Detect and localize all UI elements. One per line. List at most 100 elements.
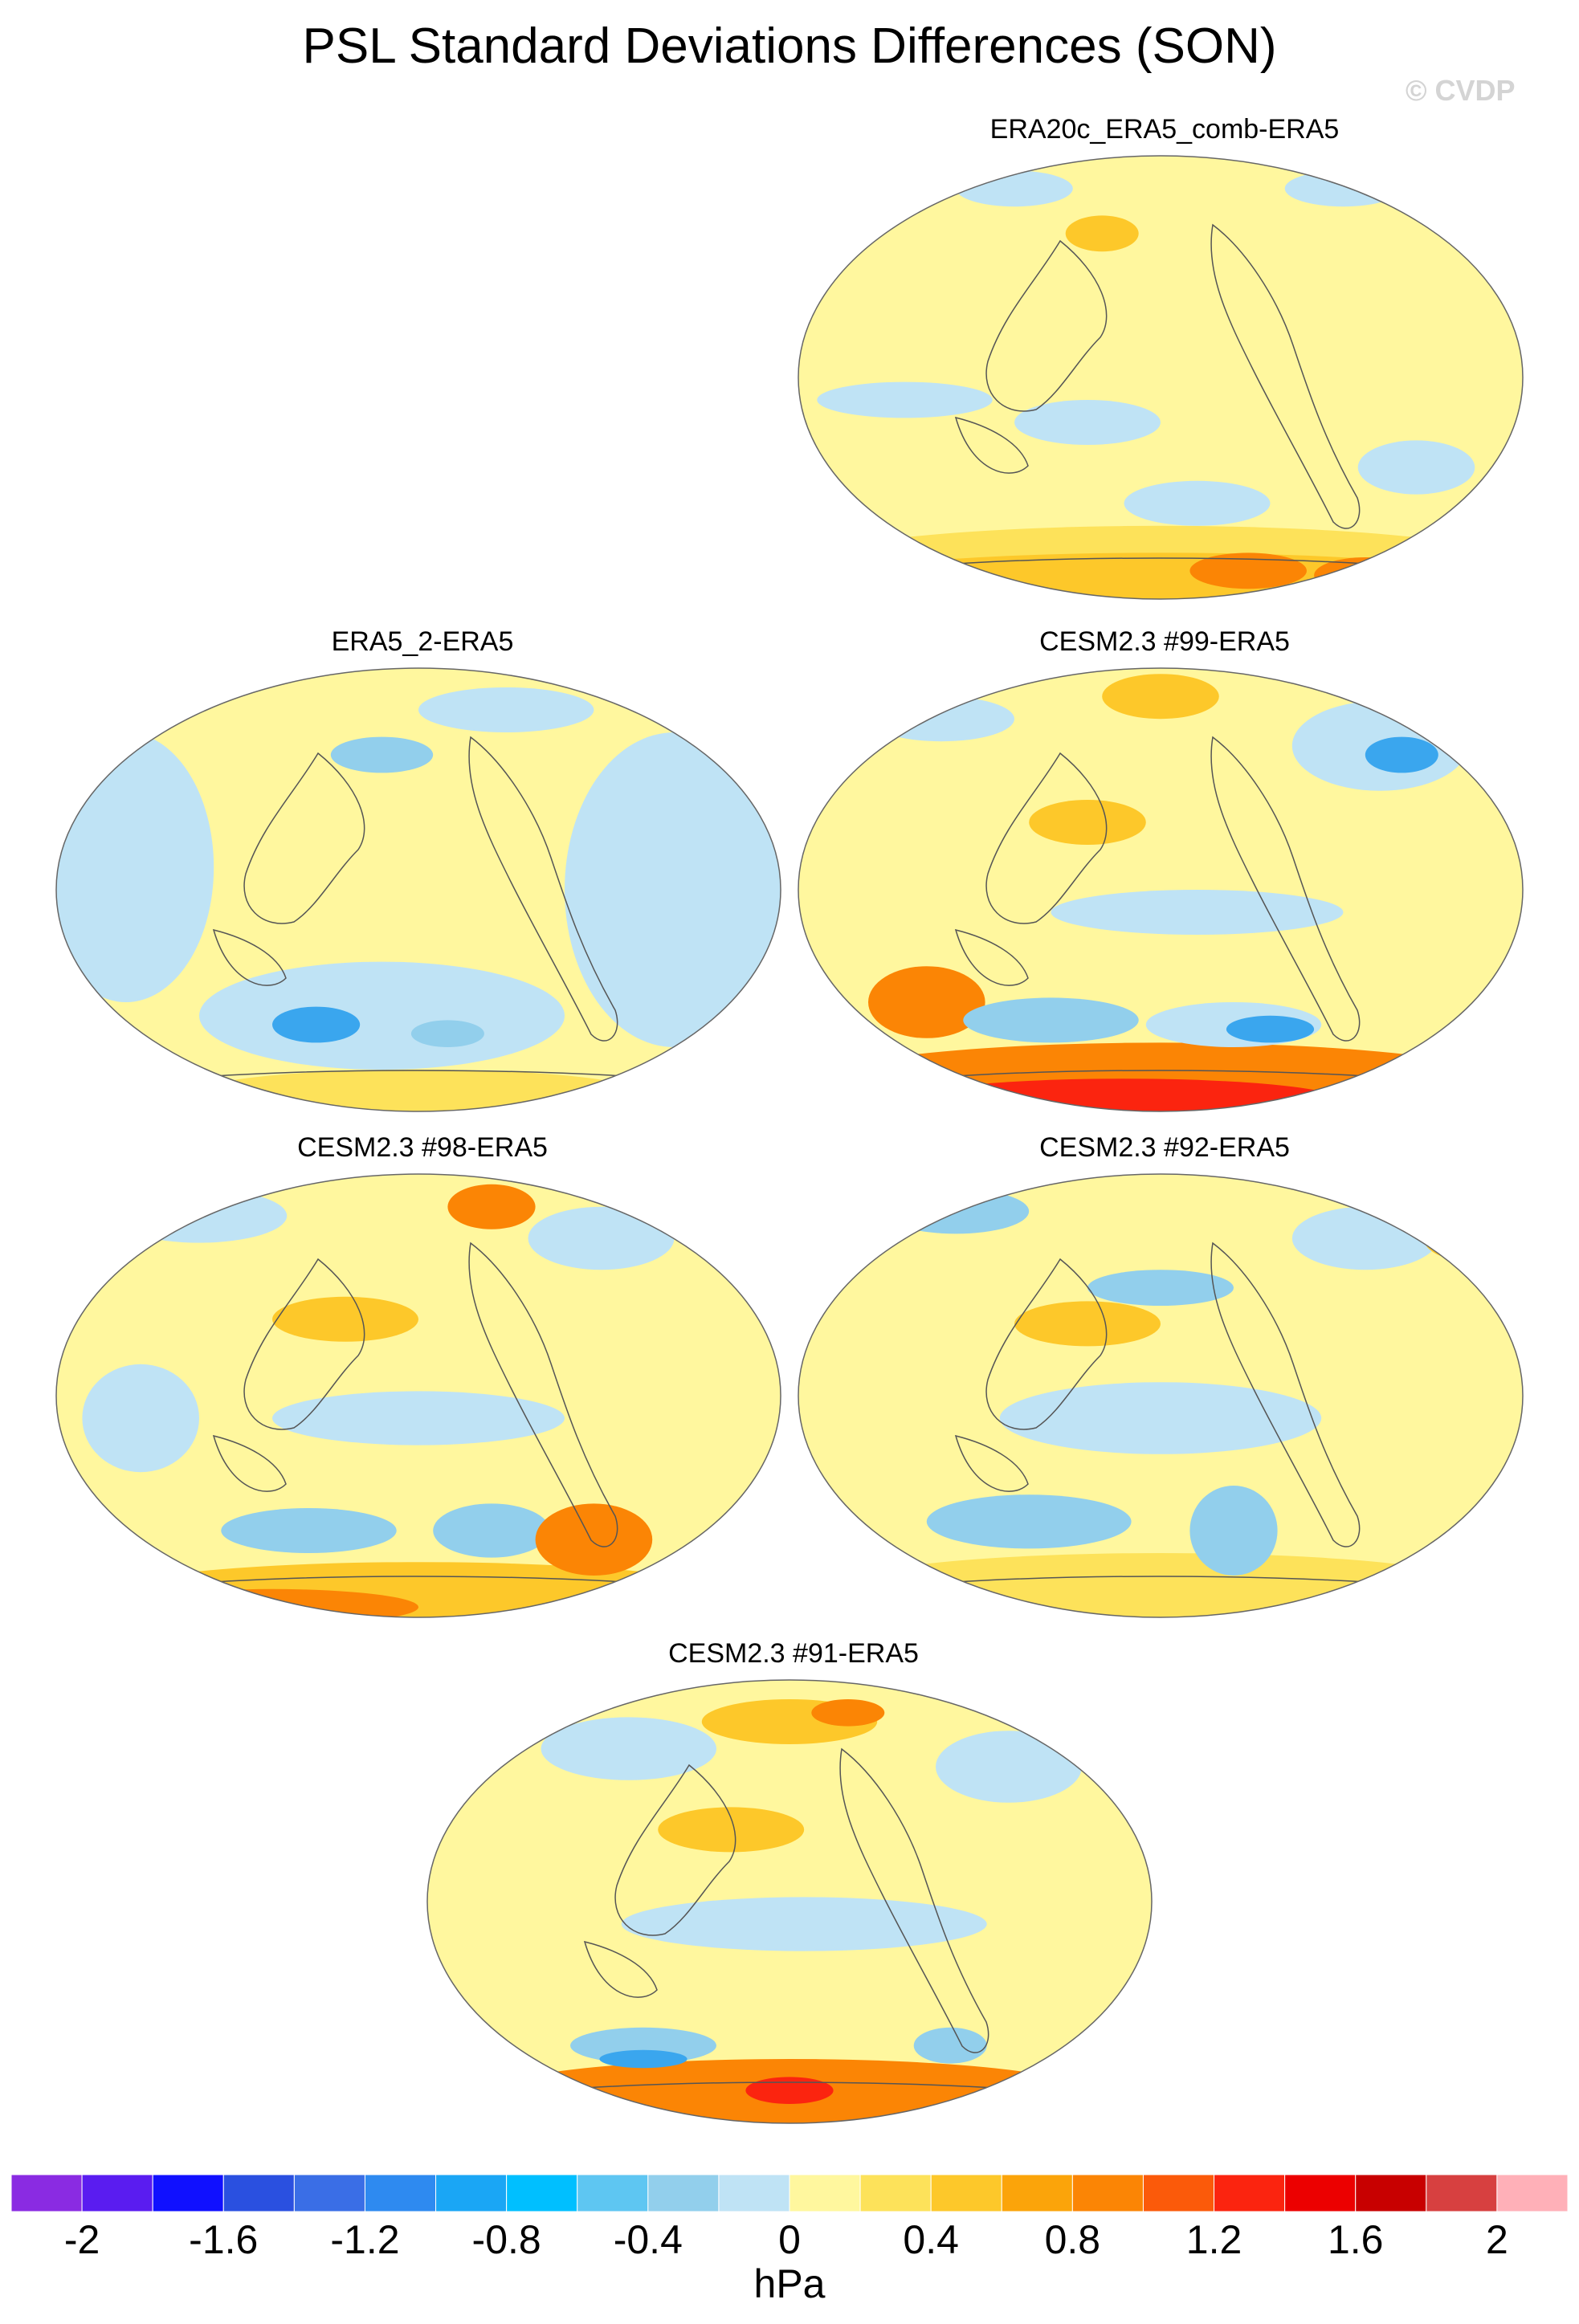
- anomaly-region: [1014, 400, 1161, 445]
- colorbar-cell: [152, 2175, 224, 2212]
- colorbar-cell: [1071, 2175, 1144, 2212]
- colorbar-tick-label: 1.2: [1185, 2217, 1242, 2262]
- anomaly-region: [1423, 1216, 1512, 1261]
- colorbar-cell: [1001, 2175, 1073, 2212]
- anomaly-region: [330, 736, 434, 773]
- coastline: [133, 736, 712, 1083]
- anomaly-region: [528, 1206, 675, 1270]
- colorbar-unit: hPa: [753, 2261, 826, 2306]
- anomaly-region: [433, 1503, 550, 1558]
- anomaly-region: [831, 552, 1490, 599]
- map: [426, 1679, 1153, 2124]
- anomaly-region: [1284, 170, 1402, 207]
- colorbar-tick-label: -0.4: [613, 2217, 683, 2262]
- anomaly-region: [447, 1184, 536, 1229]
- colorbar-cell: [930, 2175, 1002, 2212]
- colorbar-tick-label: 0.4: [903, 2217, 959, 2262]
- anomaly-region: [1065, 215, 1139, 252]
- anomaly-region: [868, 966, 985, 1038]
- colorbar-tick-label: 1.6: [1327, 2217, 1384, 2262]
- anomaly-region: [1014, 1301, 1161, 1347]
- map: [798, 1173, 1524, 1618]
- anomaly-region: [199, 1070, 638, 1111]
- anomaly-region: [811, 1699, 885, 1727]
- colorbar-cell: [718, 2175, 790, 2212]
- anomaly-region: [1226, 1015, 1315, 1043]
- anomaly-region: [1029, 800, 1146, 845]
- anomaly-region: [535, 1503, 653, 1576]
- colorbar-cell: [859, 2175, 932, 2212]
- colorbar-cell: [506, 2175, 578, 2212]
- map-border: [798, 155, 1524, 600]
- colorbar-tick-label: -1.6: [189, 2217, 259, 2262]
- colorbar-cell: [1496, 2175, 1568, 2212]
- colorbar-cell: [435, 2175, 508, 2212]
- anomaly-region: [1314, 557, 1417, 593]
- colorbar-cell: [81, 2175, 153, 2212]
- colorbar-cell: [577, 2175, 649, 2212]
- panel-title: ERA20c_ERA5_comb-ERA5: [989, 114, 1340, 145]
- coastline: [875, 1242, 1455, 1589]
- anomaly-region: [111, 1189, 288, 1243]
- anomaly-region: [272, 1391, 565, 1445]
- map-panel-2: ERA5_2-ERA5: [53, 626, 792, 1124]
- anomaly-region: [999, 1382, 1322, 1454]
- colorbar-cell: [1355, 2175, 1427, 2212]
- colorbar-cell: [222, 2175, 295, 2212]
- colorbar-cell: [1284, 2175, 1357, 2212]
- anomaly-region: [541, 1717, 716, 1780]
- colorbar-tick-label: 0: [778, 2217, 801, 2262]
- anomaly-region: [745, 2077, 834, 2104]
- colorbar-cell: [789, 2175, 861, 2212]
- panel-title: CESM2.3 #99-ERA5: [1039, 626, 1290, 657]
- cvdp-watermark: © CVDP: [1406, 74, 1516, 107]
- colorbar: [11, 2175, 1568, 2212]
- anomaly-region: [89, 1562, 748, 1617]
- anomaly-region: [1087, 1270, 1234, 1306]
- coastline: [133, 1242, 712, 1589]
- colorbar-cell: [647, 2175, 720, 2212]
- anomaly-region: [1189, 552, 1307, 589]
- panel-title: ERA5_2-ERA5: [331, 626, 514, 657]
- map-panel-5: CESM2.3 #92-ERA5: [795, 1132, 1534, 1630]
- map: [798, 667, 1524, 1112]
- anomaly-region: [817, 381, 993, 418]
- anomaly-region: [883, 1189, 1030, 1234]
- colorbar-cell: [293, 2175, 365, 2212]
- anomaly-region: [1357, 440, 1475, 495]
- anomaly-region: [904, 1078, 1344, 1111]
- colorbar-cell: [1142, 2175, 1215, 2212]
- anomaly-region: [272, 1006, 361, 1043]
- colorbar-cell: [11, 2175, 83, 2212]
- panel-title: CESM2.3 #91-ERA5: [668, 1638, 919, 1669]
- map-border: [55, 1173, 781, 1618]
- anomaly-region: [410, 1020, 484, 1047]
- anomaly-region: [658, 1807, 805, 1853]
- coastline: [875, 736, 1455, 1083]
- anomaly-region: [956, 170, 1073, 207]
- anomaly-region: [868, 696, 1014, 742]
- colorbar-tick-label: -2: [63, 2217, 100, 2262]
- anomaly-region: [221, 1508, 397, 1553]
- anomaly-region: [599, 2049, 687, 2069]
- colorbar-tick-label: -1.2: [330, 2217, 400, 2262]
- coastline: [875, 223, 1455, 571]
- colorbar-tick-label: -0.8: [471, 2217, 541, 2262]
- anomaly-region: [1365, 736, 1438, 773]
- map-panel-6: CESM2.3 #91-ERA5: [424, 1638, 1163, 2136]
- anomaly-region: [418, 687, 594, 732]
- map: [798, 155, 1524, 600]
- colorbar-tick-labels: -2 -1.6 -1.2 -0.8 -0.4 0 0.4 0.8 1.2 1.6 2: [0, 2216, 1579, 2265]
- anomaly-region: [272, 1296, 418, 1342]
- map-border: [798, 1173, 1524, 1618]
- anomaly-region: [1189, 1486, 1278, 1576]
- anomaly-region: [82, 1364, 199, 1473]
- map-panel-1: ERA20c_ERA5_comb-ERA5: [795, 114, 1534, 612]
- map: [55, 1173, 781, 1618]
- anomaly-region: [936, 1731, 1082, 1803]
- anomaly-region: [565, 732, 781, 1047]
- colorbar-cell: [1426, 2175, 1498, 2212]
- map-border: [426, 1679, 1153, 2124]
- map: [55, 667, 781, 1112]
- colorbar-tick-label: 2: [1486, 2217, 1508, 2262]
